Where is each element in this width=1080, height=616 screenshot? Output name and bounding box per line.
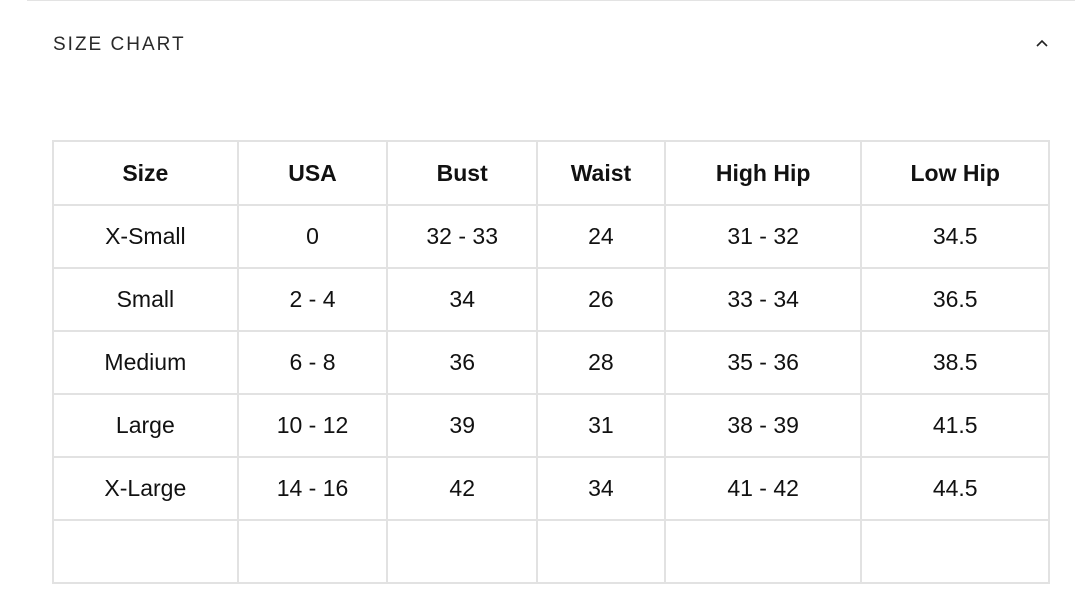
table-cell: Small — [52, 267, 239, 332]
table-cell: 35 - 36 — [663, 330, 863, 395]
table-cell: 44.5 — [860, 456, 1050, 521]
table-cell — [52, 519, 239, 584]
table-cell: 42 — [386, 456, 539, 521]
table-cell — [236, 519, 389, 584]
table-cell: Large — [52, 393, 239, 458]
table-cell: 14 - 16 — [236, 456, 389, 521]
size-chart-table: Size USA Bust Waist High Hip Low Hip X-Small 0… — [52, 140, 1050, 584]
table-cell: 31 — [536, 393, 666, 458]
table-cell — [386, 519, 539, 584]
table-cell: X-Large — [52, 456, 239, 521]
table-header-row: Size USA Bust Waist High Hip Low Hip — [52, 140, 1050, 206]
column-header: Size — [52, 140, 239, 206]
table-cell: 34.5 — [860, 204, 1050, 269]
table-cell — [663, 519, 863, 584]
column-header: USA — [236, 140, 389, 206]
table-cell: 41 - 42 — [663, 456, 863, 521]
table-cell: 34 — [386, 267, 539, 332]
table-row: Small 2 - 4 34 26 33 - 34 36.5 — [52, 267, 1050, 332]
table-cell: 2 - 4 — [236, 267, 389, 332]
table-cell: 34 — [536, 456, 666, 521]
table-cell: 38 - 39 — [663, 393, 863, 458]
table-cell: 36.5 — [860, 267, 1050, 332]
table-cell: 24 — [536, 204, 666, 269]
table-cell: 10 - 12 — [236, 393, 389, 458]
table-cell: 39 — [386, 393, 539, 458]
table-cell: 33 - 34 — [663, 267, 863, 332]
table-cell: 0 — [236, 204, 389, 269]
column-header: Low Hip — [860, 140, 1050, 206]
table-row — [52, 519, 1050, 584]
table-cell: X-Small — [52, 204, 239, 269]
table-cell: Medium — [52, 330, 239, 395]
table-cell: 32 - 33 — [386, 204, 539, 269]
chevron-up-icon[interactable] — [1035, 38, 1049, 48]
table-cell: 31 - 32 — [663, 204, 863, 269]
column-header: Waist — [536, 140, 666, 206]
table-cell: 38.5 — [860, 330, 1050, 395]
section-title[interactable]: SIZE CHART — [53, 34, 186, 55]
table-cell: 26 — [536, 267, 666, 332]
divider — [27, 0, 1075, 1]
table-cell: 36 — [386, 330, 539, 395]
table-cell: 28 — [536, 330, 666, 395]
table-row: Large 10 - 12 39 31 38 - 39 41.5 — [52, 393, 1050, 458]
column-header: Bust — [386, 140, 539, 206]
column-header: High Hip — [663, 140, 863, 206]
table-cell — [536, 519, 666, 584]
table-row: X-Small 0 32 - 33 24 31 - 32 34.5 — [52, 204, 1050, 269]
table-cell: 6 - 8 — [236, 330, 389, 395]
table-cell: 41.5 — [860, 393, 1050, 458]
table-row: Medium 6 - 8 36 28 35 - 36 38.5 — [52, 330, 1050, 395]
table-cell — [860, 519, 1050, 584]
table-row: X-Large 14 - 16 42 34 41 - 42 44.5 — [52, 456, 1050, 521]
